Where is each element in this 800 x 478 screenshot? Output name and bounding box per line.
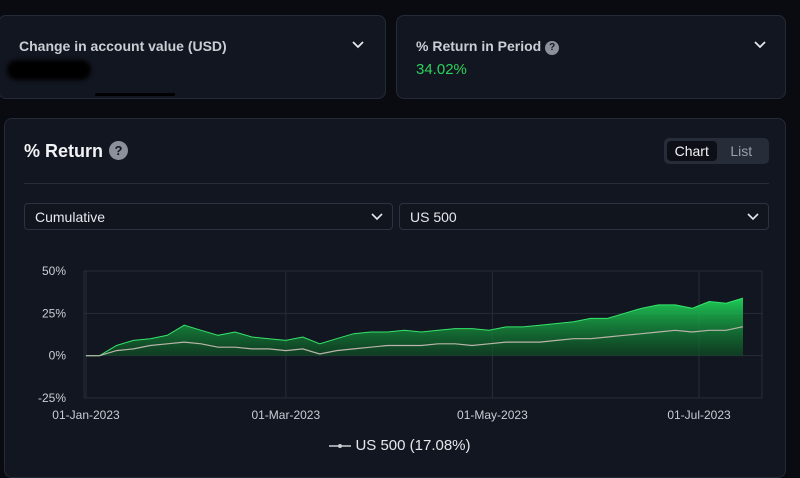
y-tick-label: 0% [49, 349, 67, 363]
x-tick-label: 01-Jan-2023 [52, 408, 120, 422]
y-tick-label: 25% [42, 306, 66, 320]
return-section-title-text: % Return [24, 141, 104, 161]
view-toggle: Chart List [664, 138, 769, 164]
chevron-down-icon[interactable] [351, 38, 365, 52]
help-icon[interactable]: ? [109, 141, 129, 160]
redacted-mark [95, 93, 175, 96]
period-return-title: % Return in Period? [416, 38, 560, 55]
legend-label: US 500 (17.08%) [355, 437, 471, 454]
return-section-title: % Return? [24, 141, 129, 162]
x-tick-label: 01-Jul-2023 [667, 408, 731, 422]
section-divider [24, 183, 769, 184]
y-tick-label: 50% [42, 264, 66, 278]
help-icon[interactable]: ? [545, 41, 560, 55]
period-return-value: 34.02% [416, 61, 467, 78]
chart-legend[interactable]: US 500 (17.08%) [0, 437, 800, 454]
portfolio-return-line [86, 297, 744, 357]
list-view-button[interactable]: List [730, 143, 753, 159]
legend-line-swatch [329, 444, 352, 449]
x-tick-label: 01-Mar-2023 [251, 408, 320, 422]
return-mode-select[interactable]: Cumulative [24, 203, 393, 230]
account-value-title: Change in account value (USD) [19, 38, 227, 54]
benchmark-value: US 500 [410, 209, 457, 225]
redacted-value [7, 60, 91, 80]
chevron-down-icon [747, 213, 759, 221]
chart-view-button[interactable]: Chart [667, 141, 717, 161]
portfolio-return-area [86, 298, 743, 356]
y-tick-label: -25% [38, 391, 66, 405]
benchmark-select[interactable]: US 500 [399, 203, 769, 230]
return-mode-value: Cumulative [35, 209, 106, 225]
benchmark-return-line [86, 326, 744, 357]
chevron-down-icon[interactable] [753, 38, 767, 52]
period-return-card: % Return in Period? 34.02% [396, 15, 786, 99]
period-return-title-text: % Return in Period [416, 38, 542, 54]
return-chart-card: % Return? Chart List Cumulative US 500 [4, 118, 786, 478]
chevron-down-icon [371, 213, 383, 221]
account-value-card: Change in account value (USD) [0, 15, 386, 99]
x-tick-label: 01-May-2023 [457, 408, 528, 422]
